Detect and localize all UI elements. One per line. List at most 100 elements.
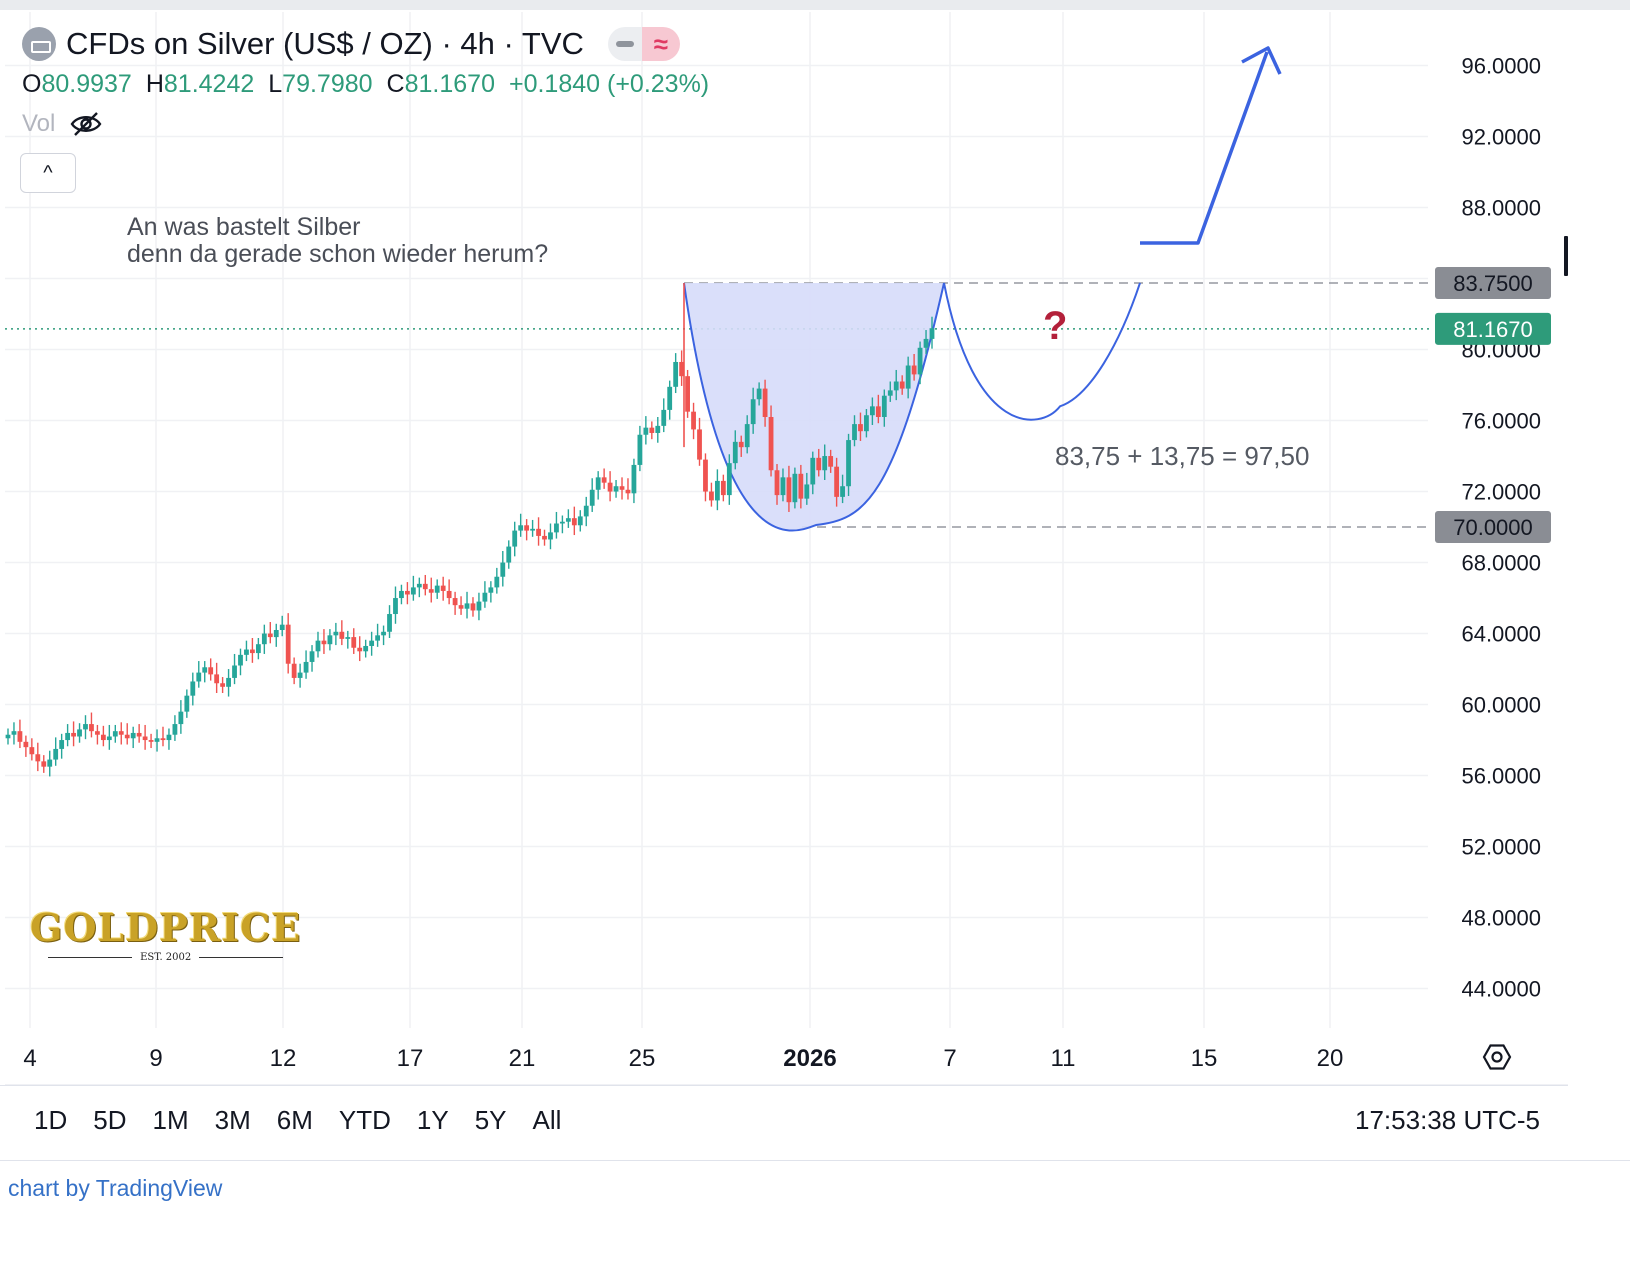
candle-body xyxy=(47,759,53,767)
candle xyxy=(11,722,17,745)
candle xyxy=(250,637,255,663)
scroll-handle[interactable] xyxy=(1564,236,1568,276)
candle xyxy=(345,630,351,649)
candle-body xyxy=(410,587,416,595)
candle xyxy=(279,615,285,637)
candle xyxy=(512,521,518,557)
candle-body xyxy=(363,645,369,652)
tradingview-credit-link[interactable]: chart by TradingView xyxy=(8,1175,223,1201)
candle-body xyxy=(738,441,744,448)
price-chart[interactable]: 44.0000 48.0000 52.0000 56.0000 60.0000 64.00… xyxy=(0,0,1630,1090)
candle xyxy=(768,405,774,477)
price-axis[interactable]: 44.0000 48.0000 52.0000 56.0000 60.0000 64.00… xyxy=(1435,54,1568,1002)
candle-body xyxy=(565,518,571,522)
range-button-ytd[interactable]: YTD xyxy=(338,1105,391,1135)
candle-body xyxy=(601,477,607,483)
candle-body xyxy=(309,651,315,662)
candle-body xyxy=(59,740,65,749)
candle xyxy=(560,515,565,534)
candle xyxy=(17,719,23,749)
x-tick-label: 12 xyxy=(270,1045,297,1072)
candle-body xyxy=(846,440,851,487)
y-tick-label: 60.0000 xyxy=(1461,693,1541,718)
time-axis[interactable]: 4 9 12 17 21 25 2026 7 11 15 20 xyxy=(23,1044,1512,1072)
candle xyxy=(172,715,178,741)
clock[interactable]: 17:53:38 UTC-5 xyxy=(1355,1105,1540,1135)
candle-body xyxy=(792,473,798,503)
candle xyxy=(762,379,768,427)
range-button-6m[interactable]: 6M xyxy=(276,1105,313,1135)
data-delay-icon[interactable]: ≈ xyxy=(641,27,680,61)
candle-body xyxy=(405,590,410,595)
ohlc-legend: O80.9937 H81.4242 L79.7980 C81.1670 +0.1840 … xyxy=(22,70,709,99)
candle xyxy=(786,465,792,512)
candle-body xyxy=(464,603,470,609)
candle-body xyxy=(428,589,434,593)
candle xyxy=(130,726,136,749)
candle-body xyxy=(29,747,35,755)
range-button-3m[interactable]: 3M xyxy=(214,1105,251,1135)
candle xyxy=(255,637,261,660)
candle-body xyxy=(232,665,237,678)
y-tick-label: 64.0000 xyxy=(1461,622,1541,647)
candle-body xyxy=(267,633,273,638)
candle-body xyxy=(482,592,488,602)
candle-body xyxy=(762,388,768,417)
settings-icon[interactable] xyxy=(1482,1044,1512,1070)
candle-body xyxy=(768,417,774,471)
symbol-badges: ≈ xyxy=(607,27,680,61)
candle-body xyxy=(339,631,345,639)
collapse-legend-button[interactable]: ^ xyxy=(20,153,76,193)
candle xyxy=(869,397,875,425)
arrow-head xyxy=(1241,46,1282,75)
resistance-price-tag: 83.7500 xyxy=(1435,266,1551,299)
candle-body xyxy=(100,734,106,741)
candle-body xyxy=(95,731,100,735)
range-button-5d[interactable]: 5D xyxy=(93,1105,127,1135)
market-status-icon[interactable] xyxy=(607,27,642,61)
chevron-up-icon: ^ xyxy=(43,161,53,184)
candle-body xyxy=(17,731,23,742)
range-button-1m[interactable]: 1M xyxy=(152,1105,189,1135)
candle-body xyxy=(685,376,690,412)
candle xyxy=(518,513,524,537)
symbol-title[interactable]: CFDs on Silver (US$ / OZ) · 4h · TVC xyxy=(66,26,584,61)
candle xyxy=(112,724,118,743)
candle-body xyxy=(190,681,196,696)
candle-body xyxy=(536,528,541,536)
range-button-all[interactable]: All xyxy=(532,1105,562,1135)
candle-body xyxy=(89,724,94,732)
candle xyxy=(154,729,160,752)
volume-label: Vol xyxy=(22,110,56,137)
candle-body xyxy=(178,711,184,725)
candle-body xyxy=(929,328,935,339)
candle xyxy=(226,669,231,697)
candle xyxy=(899,375,905,395)
y-tick-label: 72.0000 xyxy=(1461,480,1541,505)
candle xyxy=(673,353,679,394)
candle-body xyxy=(875,406,881,417)
candle xyxy=(369,631,375,656)
candle xyxy=(303,650,309,679)
candle-body xyxy=(399,590,404,599)
candle xyxy=(750,387,756,434)
candle xyxy=(864,409,869,438)
candle-body xyxy=(923,338,929,348)
range-button-5y[interactable]: 5Y xyxy=(474,1105,507,1135)
y-tick-label: 76.0000 xyxy=(1461,409,1541,434)
candle-body xyxy=(202,667,208,673)
candle-body xyxy=(112,731,118,737)
candle-body xyxy=(637,434,643,465)
candle xyxy=(375,623,380,647)
candle-body xyxy=(124,734,130,739)
candle-body xyxy=(786,477,792,503)
range-button-1d[interactable]: 1D xyxy=(34,1105,68,1135)
annotation-line-2: denn da gerade schon wieder herum? xyxy=(127,240,548,268)
eye-hidden-icon[interactable] xyxy=(69,111,103,137)
candle-body xyxy=(822,456,828,471)
top-strip xyxy=(0,0,1630,10)
range-button-1y[interactable]: 1Y xyxy=(416,1105,449,1135)
candle xyxy=(297,663,303,688)
candle xyxy=(381,625,386,646)
candle xyxy=(655,417,661,443)
